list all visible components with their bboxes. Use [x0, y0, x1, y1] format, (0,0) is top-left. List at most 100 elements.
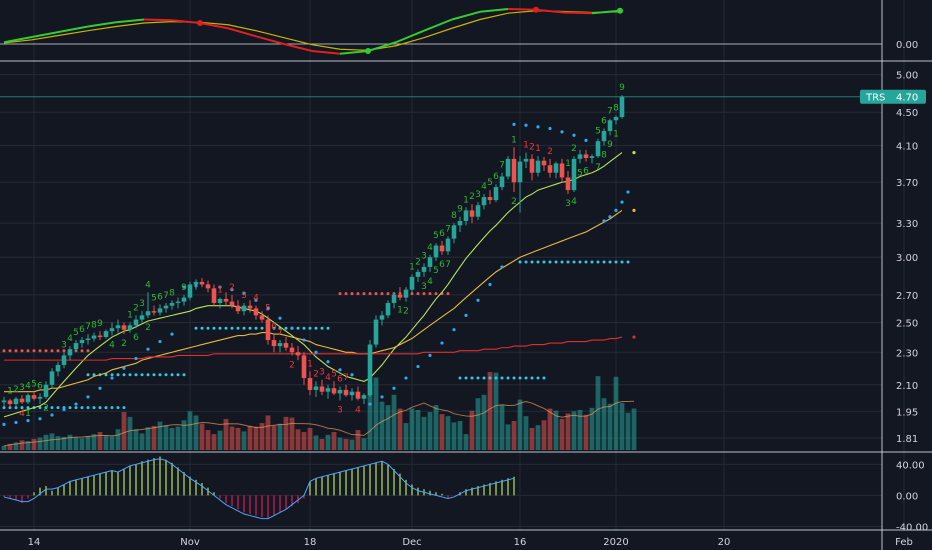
td-count-label: 2	[529, 142, 535, 152]
volume-panel[interactable]	[1, 372, 637, 450]
candle-body	[445, 238, 451, 252]
sar-dot	[380, 395, 384, 399]
level-dot	[506, 376, 510, 380]
td-count-label: 2	[43, 404, 49, 414]
sar-dot	[338, 368, 342, 372]
td-count-label: 4	[427, 243, 433, 253]
candle-body	[397, 294, 403, 298]
time-axis[interactable]: 14Nov18Dec16202020Feb17Mar	[28, 537, 932, 548]
volume-bar	[487, 372, 493, 450]
candle-body	[613, 117, 619, 121]
td-count-label: 9	[457, 205, 463, 215]
candle-body	[367, 344, 373, 396]
td-count-label: 5	[595, 127, 601, 137]
level-dot	[572, 260, 576, 264]
level-dot	[92, 406, 96, 410]
td-count-label: 2	[571, 144, 577, 154]
candle-body	[67, 349, 73, 356]
candle-body	[379, 315, 385, 320]
level-dot	[182, 373, 186, 377]
volume-bar	[403, 423, 409, 450]
level-dot	[350, 292, 354, 296]
candle-body	[499, 176, 505, 188]
level-dot	[560, 260, 564, 264]
candle-body	[121, 325, 127, 330]
candle-body	[565, 177, 571, 191]
volume-bar	[145, 427, 151, 450]
last-price-symbol: TRS	[865, 93, 885, 104]
ma-end-dot	[632, 208, 636, 212]
volume-bar	[223, 418, 229, 450]
candle-body	[55, 364, 61, 372]
td-count-label: 1	[7, 387, 13, 397]
osc-main-segment	[283, 43, 313, 52]
td-count-label: 6	[271, 322, 277, 332]
level-dot	[626, 260, 630, 264]
candle-body	[79, 340, 85, 344]
level-dot	[494, 376, 498, 380]
volume-bar	[259, 423, 265, 450]
level-dot	[116, 406, 120, 410]
price-tick-label: 3.70	[896, 178, 918, 189]
ma-end-dot	[632, 335, 636, 339]
level-dot	[302, 326, 306, 330]
candle-body	[385, 302, 391, 316]
sar-dot	[572, 133, 576, 137]
time-tick-label: Dec	[402, 537, 421, 548]
volume-bar	[109, 436, 115, 450]
osc-main-segment	[563, 11, 593, 15]
level-dot	[530, 376, 534, 380]
volume-bar	[373, 377, 379, 450]
candle-body	[31, 395, 37, 399]
level-dot	[602, 260, 606, 264]
macd-panel[interactable]	[3, 456, 515, 520]
volume-bar	[361, 438, 367, 450]
level-dot	[512, 376, 516, 380]
level-dot	[344, 292, 348, 296]
sar-dot	[602, 219, 606, 223]
osc-main-segment	[59, 25, 89, 33]
time-tick-label: 20	[718, 537, 731, 548]
sar-dot	[98, 386, 102, 390]
volume-bar	[127, 416, 133, 450]
ma-line-ma_slow	[4, 209, 623, 393]
sar-dot	[416, 364, 420, 369]
volume-bar	[121, 412, 127, 450]
td-count-label: 4	[145, 280, 151, 290]
td-count-label: 2	[13, 385, 19, 395]
last-price-label[interactable]: TRS 4.70	[0, 89, 926, 104]
level-dot	[206, 326, 210, 330]
candle-body	[37, 396, 43, 399]
ma-line-ma_200	[4, 336, 623, 361]
td-count-label: 6	[157, 292, 163, 302]
volume-bar	[397, 408, 403, 450]
candle-body	[289, 347, 295, 353]
level-dot	[44, 349, 48, 353]
candle-body	[487, 197, 493, 201]
volume-bar	[559, 418, 565, 450]
td-count-label: 8	[169, 288, 175, 298]
level-dot	[374, 292, 378, 296]
td-count-label: 6	[133, 333, 139, 343]
level-dot	[434, 292, 438, 296]
volume-bar	[475, 398, 481, 450]
volume-bar	[43, 434, 49, 450]
td-count-label: 3	[565, 199, 571, 209]
volume-bar	[547, 408, 553, 450]
candle-body	[529, 158, 535, 173]
sar-dot	[266, 306, 270, 311]
price-axis[interactable]: 0.00 5.00 4.50 4.10 3.70 3.30 3.00 2.70 2.50 2.30…	[896, 40, 928, 533]
osc-main-segment	[171, 19, 201, 24]
oscillator-panel[interactable]	[0, 6, 882, 55]
volume-bar	[73, 437, 79, 450]
sar-dot	[584, 138, 588, 142]
td-count-label: 3	[475, 190, 481, 200]
level-dot	[326, 326, 330, 330]
volume-bar	[595, 376, 601, 450]
candles[interactable]	[1, 95, 625, 408]
macd-line	[3, 458, 515, 520]
candle-body	[517, 161, 523, 183]
